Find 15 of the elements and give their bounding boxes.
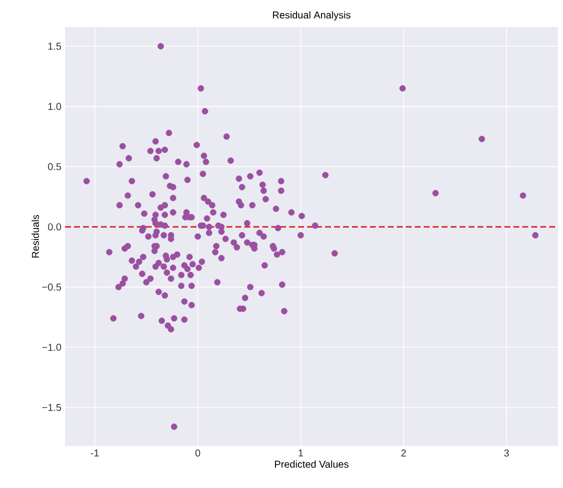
y-tick-label: 0.0 — [48, 223, 62, 230]
y-tick-label: −1.5 — [42, 404, 62, 411]
x-tick-label: 2 — [401, 450, 406, 456]
x-tick-label: 0 — [195, 450, 200, 457]
y-tick-label: −0.5 — [42, 284, 62, 291]
chart-title: Residual Analysis — [272, 11, 350, 20]
x-tick-label: -1 — [90, 450, 99, 456]
x-tick-label: 1 — [298, 450, 303, 456]
y-tick-label: 1.0 — [48, 102, 62, 110]
x-tick-label: 3 — [504, 450, 509, 457]
x-axis-title: Predicted Values — [275, 460, 348, 468]
y-tick-label: −1.0 — [42, 344, 62, 351]
y-axis-title: Residuals — [32, 214, 39, 258]
y-tick-label: 0.5 — [48, 163, 62, 170]
y-tick-label: 1.5 — [48, 42, 62, 50]
